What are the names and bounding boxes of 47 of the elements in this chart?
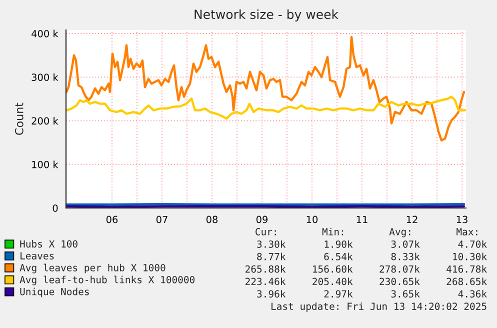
text: 156.60k bbox=[313, 265, 353, 273]
text: Avg: bbox=[389, 228, 410, 238]
text: 8.77k bbox=[257, 252, 286, 260]
x-tick-label: 06 bbox=[106, 216, 118, 224]
y-tick-label: 300 k bbox=[32, 73, 58, 81]
line-series bbox=[66, 96, 466, 120]
text: 10.30k bbox=[453, 252, 487, 260]
text: 3.30k bbox=[257, 240, 286, 248]
text: 3.07k bbox=[391, 240, 420, 248]
y-tick-label: 100 k bbox=[32, 160, 58, 168]
text: Cur: bbox=[256, 228, 276, 236]
y-tick-label: 400 k bbox=[32, 30, 58, 38]
y-tick-label: 200 k bbox=[32, 117, 58, 125]
legend-label: Unique Nodes bbox=[20, 288, 89, 298]
x-tick-label: 07 bbox=[156, 216, 168, 224]
text: 205.40k bbox=[312, 278, 353, 286]
text: 6.54k bbox=[324, 252, 353, 260]
text: 4.70k bbox=[458, 240, 487, 248]
x-tick-label: 09 bbox=[256, 216, 268, 224]
text: 1.90k bbox=[324, 240, 353, 248]
text: 8.33k bbox=[391, 252, 420, 260]
text: 230.65k bbox=[380, 278, 420, 286]
text: Last update: Fri Jun 13 14:20:02 2025 bbox=[272, 302, 486, 312]
legend-label: Avg leaf-to-hub links X 100000 bbox=[20, 276, 195, 286]
legend-label: Hubs X 100 bbox=[20, 240, 78, 248]
x-tick-label: 12 bbox=[406, 216, 418, 224]
chart-title: Network size - by week bbox=[194, 9, 338, 22]
text: 268.65k bbox=[446, 278, 487, 286]
x-tick-label: 13 bbox=[456, 216, 468, 224]
text: Min: bbox=[322, 228, 344, 236]
x-tick-label: 08 bbox=[206, 216, 218, 224]
line-series bbox=[66, 36, 466, 142]
text: 278.07k bbox=[380, 265, 420, 273]
legend-label: Avg leaves per hub X 1000 bbox=[20, 264, 166, 274]
text: 223.46k bbox=[246, 278, 286, 286]
legend-label: Leaves bbox=[20, 252, 54, 260]
text: 3.65k bbox=[391, 290, 420, 298]
text: 2.97k bbox=[324, 290, 353, 298]
text: 416.78k bbox=[446, 265, 487, 273]
text: 4.36k bbox=[458, 290, 487, 298]
y-axis-title: Count bbox=[14, 102, 24, 135]
text: 3.96k bbox=[257, 290, 286, 298]
y-tick-label: 0 bbox=[52, 204, 58, 212]
text: Max: bbox=[456, 228, 478, 236]
text: 265.88k bbox=[246, 265, 286, 273]
x-tick-label: 10 bbox=[306, 216, 318, 224]
x-tick-label: 11 bbox=[356, 216, 368, 224]
